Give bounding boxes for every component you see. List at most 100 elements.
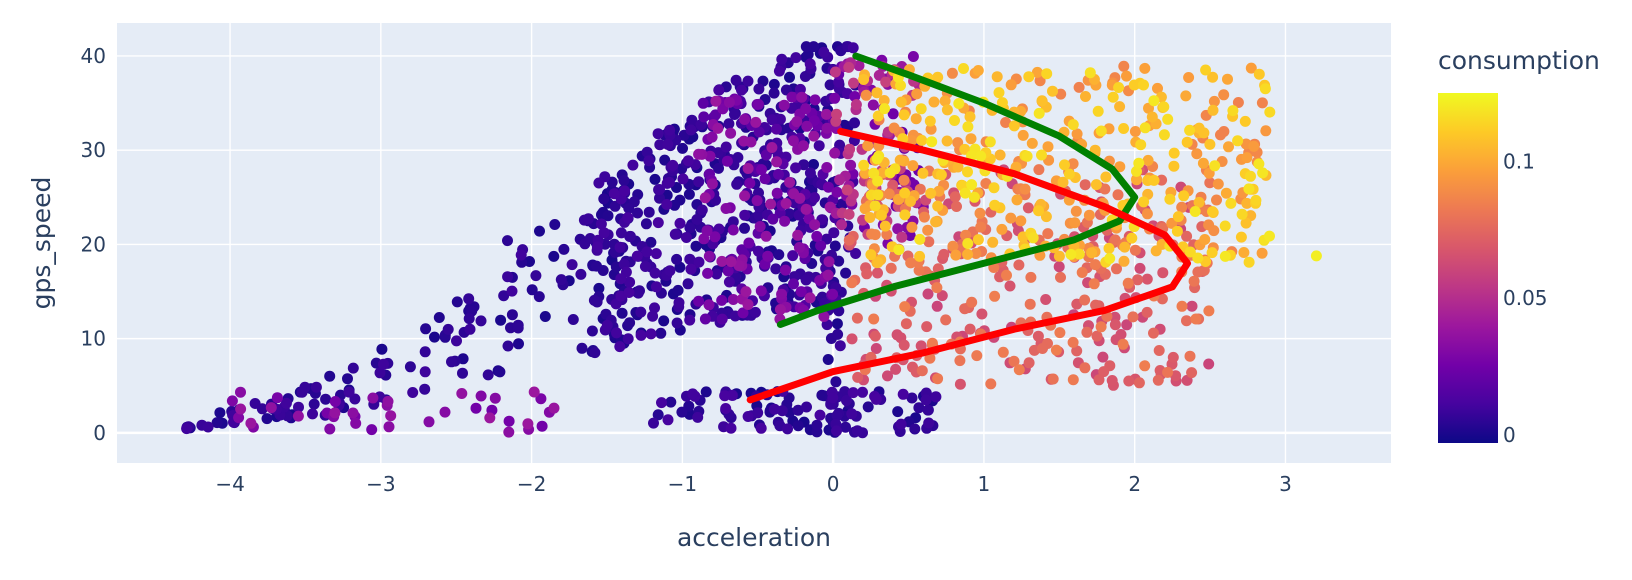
scatter-point [780,264,791,276]
scatter-point [627,159,639,171]
scatter-point [650,281,662,293]
scatter-point [822,354,834,365]
scatter-point [831,108,842,120]
scatter-point [1148,174,1160,186]
scatter-point [879,220,891,232]
scatter-point [419,366,431,378]
scatter-point [1162,113,1174,125]
scatter-point [939,95,951,107]
scatter-point [1138,196,1150,208]
scatter-point [771,187,783,199]
scatter-point [720,203,732,214]
scatter-point [595,218,607,230]
scatter-point [779,215,791,227]
scatter-point [249,398,261,409]
scatter-point [899,301,911,313]
scatter-point [685,263,697,275]
scatter-point [1310,250,1322,262]
scatter-point [984,136,996,148]
scatter-point [790,162,802,174]
scatter-point [985,378,997,390]
scatter-point [972,65,984,76]
scatter-point [727,216,739,228]
scatter-point [280,397,292,409]
scatter-point [869,200,881,212]
scatter-point [602,210,614,222]
scatter-point [869,330,881,342]
scatter-point [625,230,636,242]
scatter-point [845,159,857,171]
scatter-point [235,403,247,415]
scatter-point [1236,208,1248,220]
scatter-point [1223,141,1234,153]
scatter-point [1076,267,1088,278]
scatter-point [671,253,683,265]
scatter-point [815,240,827,252]
scatter-point [962,238,974,249]
scatter-point [725,256,737,268]
scatter-point [774,113,786,125]
scatter-point [378,358,389,370]
scatter-point [1097,351,1109,363]
scatter-point [713,162,724,174]
scatter-point [1168,160,1180,172]
scatter-point [895,96,907,108]
scatter-point [1245,170,1256,182]
scatter-point [742,411,754,422]
scatter-point [233,412,245,424]
scatter-point [475,390,487,402]
scatter-point [787,250,799,262]
scatter-point [831,186,843,198]
scatter-point [1193,122,1205,134]
scatter-point [765,198,777,210]
scatter-point [710,109,721,121]
scatter-point [1015,215,1027,227]
scatter-point [446,356,457,368]
scatter-point [506,285,518,297]
scatter-point [442,323,454,335]
scatter-point [950,249,962,261]
scatter-point [759,173,771,185]
scatter-point [824,79,836,91]
scatter-point [502,235,513,247]
scatter-point [1106,375,1118,386]
scatter-point [712,122,724,134]
scatter-point [923,417,935,429]
scatter-point [1053,250,1065,262]
y-tick-label: 20 [81,232,106,256]
scatter-point [1054,327,1066,339]
scatter-point [951,201,962,212]
scatter-point [690,240,702,252]
scatter-point [1032,330,1044,342]
scatter-point [932,200,944,212]
scatter-point [1220,187,1232,199]
scatter-point [502,271,514,283]
scatter-point [755,285,767,297]
scatter-point [890,363,902,375]
scatter-point [818,311,830,322]
scatter-point [827,392,839,404]
scatter-point [731,178,743,190]
scatter-point [1167,351,1179,363]
scatter-point [928,96,940,108]
scatter-point [941,135,953,147]
x-tick-label: −3 [366,472,395,496]
scatter-point [526,284,538,296]
scatter-point [1000,117,1012,128]
scatter-point [1172,211,1184,223]
scatter-point [1013,364,1025,376]
scatter-point [769,403,780,415]
scatter-point [598,193,610,205]
scatter-point [652,409,664,421]
scatter-point [804,167,816,179]
scatter-point [875,209,887,221]
scatter-point [703,299,715,311]
scatter-point [771,123,782,135]
scatter-point [860,89,872,101]
scatter-point [1092,105,1104,117]
scatter-point [1245,62,1257,74]
scatter-point [1089,259,1101,271]
scatter-point [959,303,971,315]
scatter-point [1065,248,1077,260]
scatter-point [214,407,226,419]
